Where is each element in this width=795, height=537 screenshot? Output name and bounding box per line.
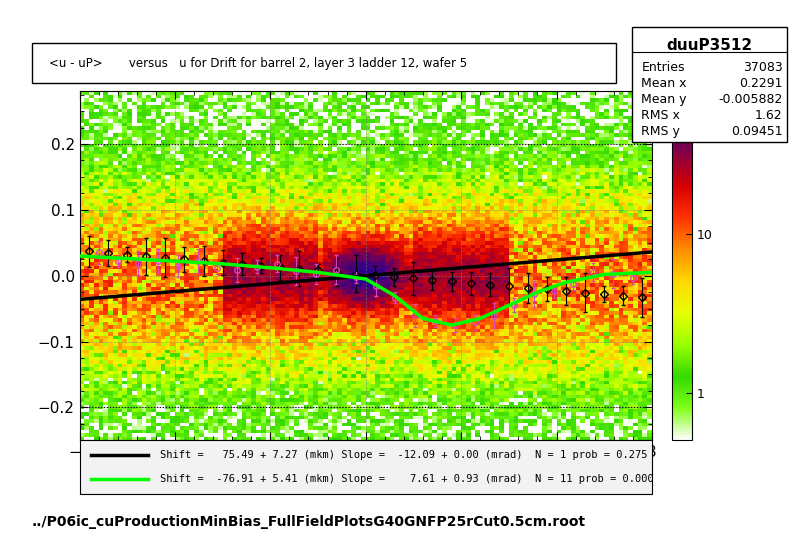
Text: 37083: 37083 bbox=[743, 61, 782, 74]
Text: RMS x: RMS x bbox=[642, 109, 681, 122]
Text: Mean x: Mean x bbox=[642, 77, 687, 90]
Text: RMS y: RMS y bbox=[642, 126, 681, 139]
Text: ../P06ic_cuProductionMinBias_FullFieldPlotsG40GNFP25rCut0.5cm.root: ../P06ic_cuProductionMinBias_FullFieldPl… bbox=[32, 515, 586, 529]
Text: Shift =   75.49 + 7.27 (mkm) Slope =  -12.09 + 0.00 (mrad)  N = 1 prob = 0.275: Shift = 75.49 + 7.27 (mkm) Slope = -12.0… bbox=[160, 451, 647, 460]
Text: 0.2291: 0.2291 bbox=[739, 77, 782, 90]
Text: -0.005882: -0.005882 bbox=[718, 93, 782, 106]
Text: 0.09451: 0.09451 bbox=[731, 126, 782, 139]
Text: Entries: Entries bbox=[642, 61, 684, 74]
Text: 1.62: 1.62 bbox=[754, 109, 782, 122]
Text: duuP3512: duuP3512 bbox=[666, 39, 753, 53]
Text: <u - uP>       versus   u for Drift for barrel 2, layer 3 ladder 12, wafer 5: <u - uP> versus u for Drift for barrel 2… bbox=[49, 56, 467, 70]
Text: Shift =  -76.91 + 5.41 (mkm) Slope =    7.61 + 0.93 (mrad)  N = 11 prob = 0.000: Shift = -76.91 + 5.41 (mkm) Slope = 7.61… bbox=[160, 474, 653, 484]
Text: Mean y: Mean y bbox=[642, 93, 687, 106]
